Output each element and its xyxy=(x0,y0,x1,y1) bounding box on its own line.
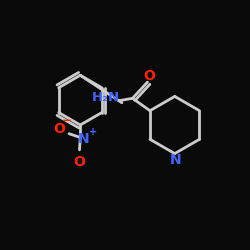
Text: N: N xyxy=(170,153,182,167)
Text: O: O xyxy=(144,69,156,83)
Text: N: N xyxy=(78,132,90,146)
Text: O: O xyxy=(54,122,66,136)
Text: H₂N: H₂N xyxy=(92,91,120,104)
Text: +: + xyxy=(88,127,97,137)
Text: −: − xyxy=(62,114,72,127)
Text: O: O xyxy=(73,154,85,168)
